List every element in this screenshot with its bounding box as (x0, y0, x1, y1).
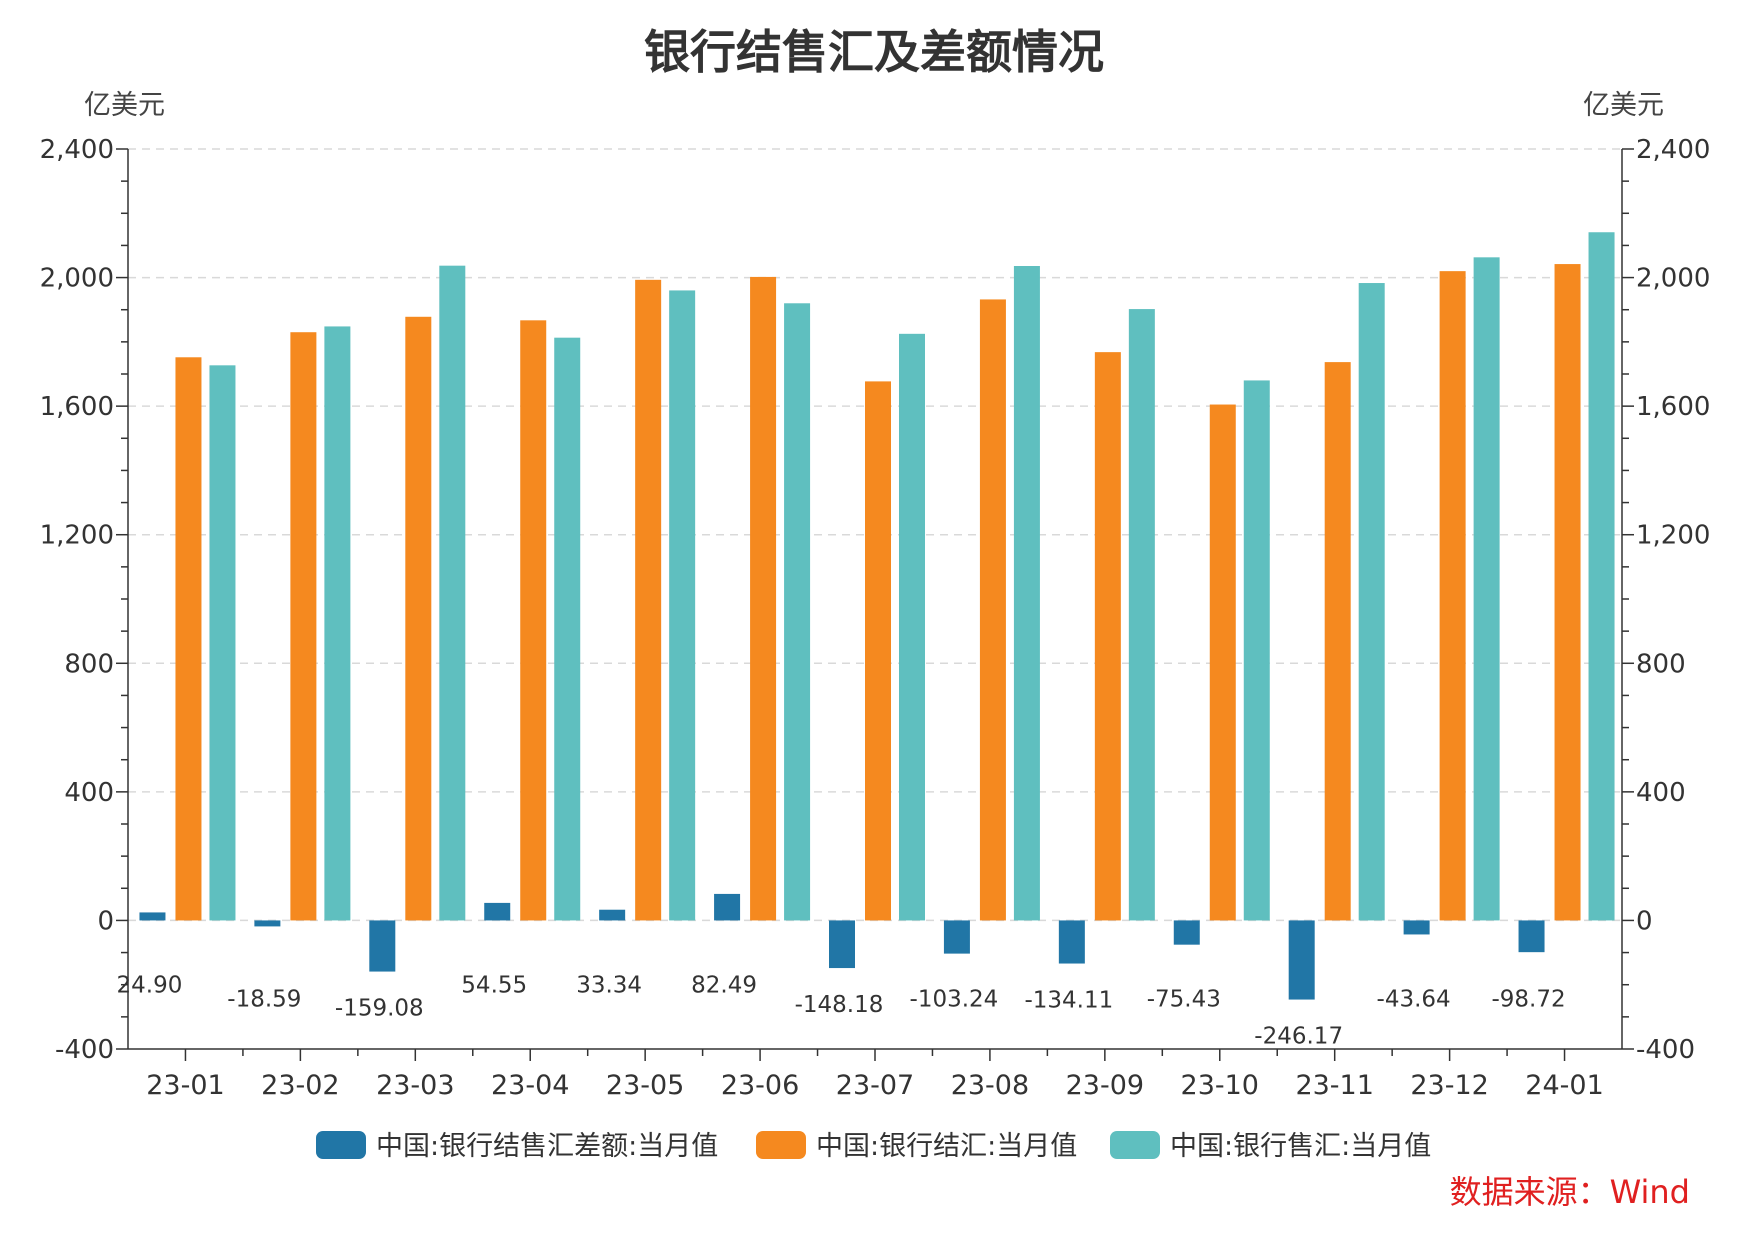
right-tick-label: 0 (1636, 906, 1653, 936)
left-tick-label: 1,600 (40, 392, 114, 422)
bar-series1-23-09 (1094, 352, 1121, 921)
right-tick-label: 400 (1636, 778, 1686, 808)
data-labels: 24.90 -18.59 -159.08 54.55 33.34 82.49 -148.18… (117, 972, 1566, 1049)
bar-series1-23-01 (175, 357, 202, 921)
source-note: 数据来源：Wind (1450, 1173, 1690, 1211)
bar-series0-24-01 (1518, 920, 1545, 953)
bar-series0-23-09 (1058, 920, 1085, 964)
bar-series1-23-05 (635, 279, 662, 921)
bar-series1-23-06 (750, 276, 777, 921)
bar-series0-23-10 (1173, 920, 1200, 945)
legend-label-1: 中国:银行结汇:当月值 (816, 1131, 1077, 1162)
right-tick-label: 2,000 (1636, 264, 1710, 294)
x-tick-label: 23-12 (1410, 1070, 1488, 1101)
bar-series2-23-01 (209, 365, 236, 921)
bar-series0-23-03 (369, 920, 396, 972)
legend-label-0: 中国:银行结售汇差额:当月值 (376, 1131, 718, 1162)
data-label-23-07: -148.18 (795, 992, 884, 1018)
bar-series1-23-08 (979, 299, 1006, 921)
bar-series0-23-05 (599, 909, 626, 921)
data-label-23-05: 33.34 (576, 972, 642, 998)
legend-swatch-1 (756, 1131, 806, 1159)
bar-series1-23-12 (1439, 271, 1466, 921)
left-tick-label: 2,400 (40, 135, 114, 165)
bar-series1-23-11 (1324, 362, 1351, 921)
left-tick-label: 2,000 (40, 264, 114, 294)
x-tick-label: 23-08 (951, 1070, 1029, 1101)
data-label-23-09: -134.11 (1024, 988, 1113, 1014)
right-axis-unit: 亿美元 (1583, 90, 1664, 121)
x-tick-label: 23-03 (376, 1070, 454, 1101)
bar-series0-23-01 (139, 912, 166, 921)
data-label-23-02: -18.59 (227, 986, 301, 1012)
left-tick-label: 1,200 (40, 521, 114, 551)
bar-series2-24-01 (1588, 232, 1615, 921)
x-tick-label: 23-06 (721, 1070, 799, 1101)
left-tick-label: 800 (64, 649, 114, 679)
bar-series1-23-07 (865, 381, 891, 921)
bar-series2-23-07 (899, 333, 925, 921)
bar-series1-23-10 (1209, 404, 1236, 921)
left-tick-label: 0 (97, 906, 114, 936)
bar-series1-24-01 (1554, 264, 1581, 921)
data-label-23-12: -43.64 (1377, 986, 1451, 1012)
bar-series0-23-12 (1403, 920, 1430, 935)
right-tick-label: 800 (1636, 649, 1686, 679)
bar-series1-23-03 (405, 316, 432, 921)
bar-series0-23-07 (829, 920, 855, 969)
data-label-23-04: 54.55 (461, 972, 527, 998)
x-tick-label: 23-11 (1295, 1070, 1373, 1101)
left-tick-label: -400 (55, 1035, 114, 1065)
data-label-23-01: 24.90 (117, 972, 183, 998)
bar-series2-23-06 (784, 303, 811, 921)
bar-series2-23-12 (1473, 257, 1500, 921)
legend-swatch-0 (316, 1131, 366, 1159)
bar-series0-23-04 (484, 902, 511, 921)
data-label-24-01: -98.72 (1491, 986, 1565, 1012)
data-label-23-03: -159.08 (335, 996, 424, 1022)
x-tick-label: 23-01 (146, 1070, 224, 1101)
x-tick-label: 23-07 (836, 1070, 914, 1101)
x-tick-label: 23-10 (1181, 1070, 1259, 1101)
bar-series1-23-04 (520, 320, 547, 921)
bar-series0-23-08 (943, 920, 970, 954)
data-label-23-11: -246.17 (1254, 1024, 1343, 1050)
x-tick-label: 24-01 (1525, 1070, 1603, 1101)
data-label-23-06: 82.49 (691, 972, 757, 998)
bar-series0-23-11 (1288, 920, 1315, 1000)
bar-series2-23-11 (1358, 283, 1385, 921)
bar-series2-23-08 (1013, 266, 1040, 921)
legend: 中国:银行结售汇差额:当月值 中国:银行结汇:当月值 中国:银行售汇:当月值 (316, 1131, 1431, 1162)
bar-series2-23-04 (554, 337, 581, 921)
x-tick-label: 23-04 (491, 1070, 569, 1101)
x-tick-label: 23-09 (1066, 1070, 1144, 1101)
bar-series0-23-06 (714, 893, 741, 921)
right-tick-label: 2,400 (1636, 135, 1710, 165)
left-tick-label: 400 (64, 778, 114, 808)
x-tick-label: 23-02 (261, 1070, 339, 1101)
bar-series2-23-05 (669, 290, 696, 921)
bar-series2-23-02 (324, 326, 351, 921)
bar-series0-23-02 (254, 920, 281, 927)
axes: -400 -400 0 0 400 400 800 800 1,200 1,200 1,600 1,6… (40, 135, 1711, 1101)
legend-label-2: 中国:银行售汇:当月值 (1170, 1131, 1431, 1162)
legend-swatch-2 (1110, 1131, 1160, 1159)
bar-series1-23-02 (290, 332, 317, 921)
bar-series2-23-09 (1128, 309, 1155, 921)
chart-title: 银行结售汇及差额情况 (644, 25, 1104, 79)
right-tick-label: 1,200 (1636, 521, 1710, 551)
right-tick-label: -400 (1636, 1035, 1695, 1065)
data-label-23-10: -75.43 (1147, 986, 1221, 1012)
right-tick-label: 1,600 (1636, 392, 1710, 422)
data-label-23-08: -103.24 (910, 986, 999, 1012)
bar-series2-23-10 (1243, 380, 1270, 921)
bars (139, 232, 1615, 1000)
left-axis-unit: 亿美元 (84, 90, 165, 121)
bar-series2-23-03 (439, 265, 466, 921)
x-tick-label: 23-05 (606, 1070, 684, 1101)
